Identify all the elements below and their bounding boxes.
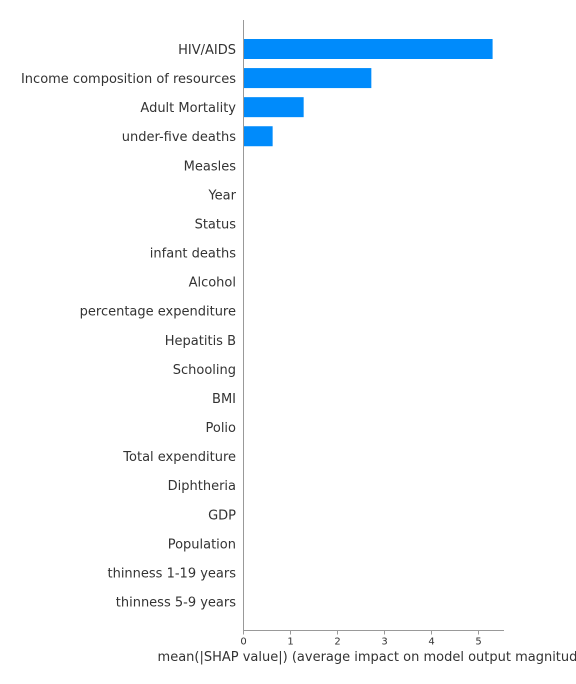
category-label: BMI bbox=[212, 392, 236, 407]
category-label: Measles bbox=[184, 159, 237, 174]
category-label: thinness 1-19 years bbox=[107, 566, 236, 581]
category-label: Status bbox=[195, 217, 237, 232]
category-label: Hepatitis B bbox=[165, 334, 236, 349]
bar-2 bbox=[243, 97, 304, 118]
category-label: infant deaths bbox=[150, 247, 236, 262]
category-label: Adult Mortality bbox=[140, 101, 236, 116]
bar-3 bbox=[243, 126, 273, 147]
category-label: Income composition of resources bbox=[21, 72, 236, 87]
x-axis-title: mean(|SHAP value|) (average impact on mo… bbox=[158, 650, 576, 665]
category-label: Diphtheria bbox=[168, 479, 236, 494]
category-label: HIV/AIDS bbox=[178, 43, 236, 58]
x-tick-label: 3 bbox=[381, 637, 387, 648]
category-label: Polio bbox=[205, 421, 236, 436]
category-label: Schooling bbox=[173, 363, 236, 378]
category-label: Population bbox=[168, 537, 236, 552]
x-ticks: 0 1 2 3 4 5 bbox=[240, 630, 482, 648]
x-tick-label: 1 bbox=[287, 637, 293, 648]
x-tick-label: 4 bbox=[428, 637, 434, 648]
category-label: Year bbox=[207, 188, 236, 203]
bar-1 bbox=[243, 68, 372, 89]
bars-group bbox=[243, 39, 493, 147]
category-labels: HIV/AIDS Income composition of resources A… bbox=[21, 43, 237, 611]
category-label: GDP bbox=[208, 508, 236, 523]
x-tick-label: 0 bbox=[240, 637, 246, 648]
category-label: thinness 5-9 years bbox=[116, 596, 236, 611]
category-label: percentage expenditure bbox=[80, 305, 236, 320]
category-label: under-five deaths bbox=[122, 130, 236, 145]
x-tick-label: 2 bbox=[334, 637, 340, 648]
bar-0 bbox=[243, 39, 493, 59]
x-tick-label: 5 bbox=[475, 637, 481, 648]
category-label: Total expenditure bbox=[122, 450, 236, 465]
category-label: Alcohol bbox=[189, 276, 236, 291]
